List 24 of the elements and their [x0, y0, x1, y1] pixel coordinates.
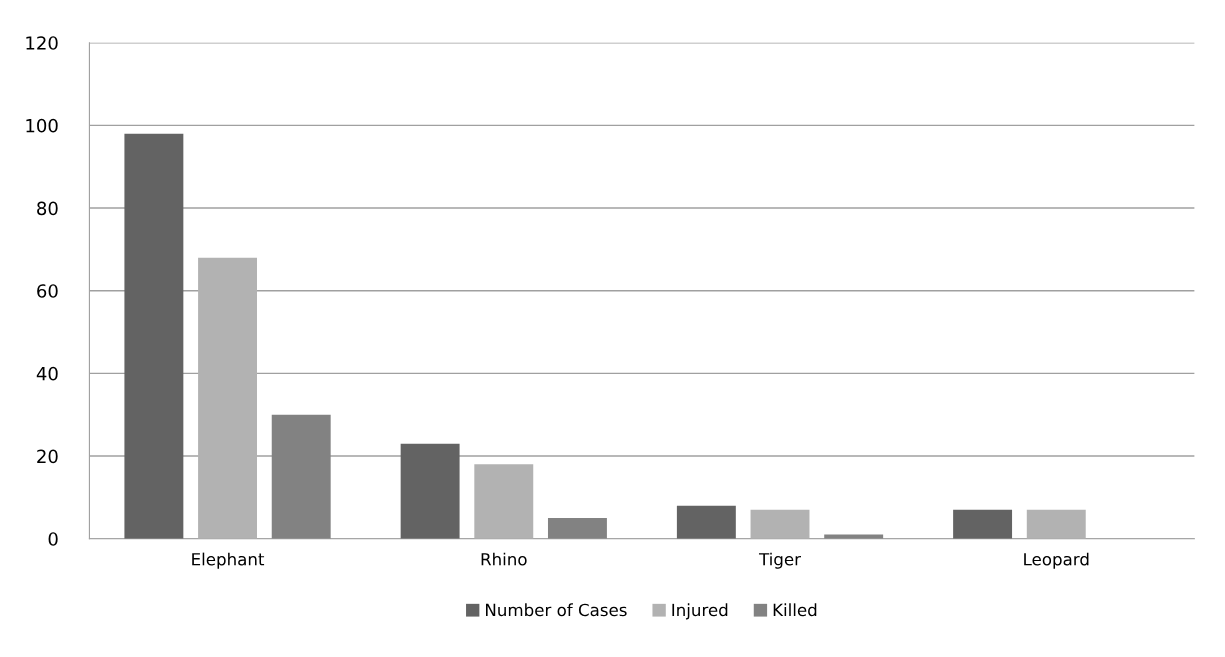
y-tick-label: 120 — [26, 36, 58, 50]
x-tick-label: Tiger — [758, 552, 802, 569]
bar — [271, 414, 331, 539]
x-tick-label: Elephant — [192, 552, 265, 569]
bar — [547, 518, 607, 539]
legend-label: Injured — [672, 603, 728, 620]
legend-label: Number of Cases — [486, 603, 627, 617]
y-tick-label: 40 — [36, 366, 58, 381]
bar — [676, 505, 736, 539]
legend-label: Killed — [773, 603, 817, 617]
bar — [198, 257, 258, 539]
bar — [1026, 509, 1086, 539]
bar — [400, 443, 460, 539]
bar — [953, 509, 1013, 539]
bar — [474, 464, 534, 539]
bar — [124, 133, 184, 539]
y-tick-label: 100 — [26, 118, 58, 133]
y-tick-label: 80 — [37, 201, 58, 216]
y-tick-label: 60 — [37, 284, 58, 298]
x-tick-label: Rhino — [481, 552, 527, 566]
bar — [750, 509, 810, 539]
y-tick-label: 20 — [37, 449, 58, 464]
x-tick-label: Leopard — [1024, 552, 1089, 569]
y-tick-label: 0 — [48, 532, 58, 546]
